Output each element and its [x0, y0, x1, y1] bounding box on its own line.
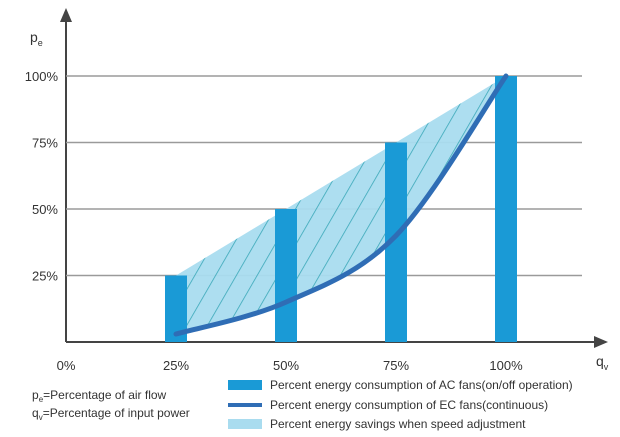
y-tick-labels: 25% 50% 75% 100%: [25, 69, 59, 284]
x-tick-label-100: 100%: [489, 358, 523, 373]
legend-label-savings-area: Percent energy savings when speed adjust…: [270, 417, 526, 431]
x-axis-label: qv: [596, 353, 609, 372]
ec-curve-line: [173, 73, 509, 337]
legend-swatch-ac-bars: [228, 380, 262, 390]
y-tick-label-100: 100%: [25, 69, 59, 84]
legend-swatch-savings-area: [228, 419, 262, 429]
legend-label-ac-bars: Percent energy consumption of AC fans(on…: [270, 378, 573, 392]
ec-fan-curve: [173, 73, 509, 337]
y-tick-label-75: 75%: [32, 136, 58, 151]
x-tick-label-75: 75%: [383, 358, 409, 373]
bar-25: [165, 275, 187, 342]
note-pe: pe=Percentage of air flow: [32, 388, 167, 404]
legend-swatch-ec-curve: [228, 403, 262, 407]
y-tick-label-50: 50%: [32, 202, 58, 217]
bar-100: [495, 76, 517, 342]
bar-50: [275, 209, 297, 342]
savings-area: [176, 76, 506, 335]
x-tick-label-50: 50%: [273, 358, 299, 373]
legend-label-ec-curve: Percent energy consumption of EC fans(co…: [270, 398, 548, 412]
note-qv: qv=Percentage of input power: [32, 406, 190, 422]
savings-area-hatch: [176, 76, 506, 335]
x-tick-labels: 0% 25% 50% 75% 100%: [57, 358, 523, 373]
axis-notes: pe=Percentage of air flow qv=Percentage …: [32, 388, 190, 422]
y-axis-label: pe: [30, 29, 43, 48]
y-tick-label-25: 25%: [32, 269, 58, 284]
y-axis-arrow: [60, 8, 72, 22]
x-axis-arrow: [594, 336, 608, 348]
ac-fan-bars: [165, 76, 517, 342]
x-tick-label-0: 0%: [57, 358, 76, 373]
x-tick-label-25: 25%: [163, 358, 189, 373]
legend: Percent energy consumption of AC fans(on…: [228, 378, 573, 431]
bar-75: [385, 142, 407, 342]
